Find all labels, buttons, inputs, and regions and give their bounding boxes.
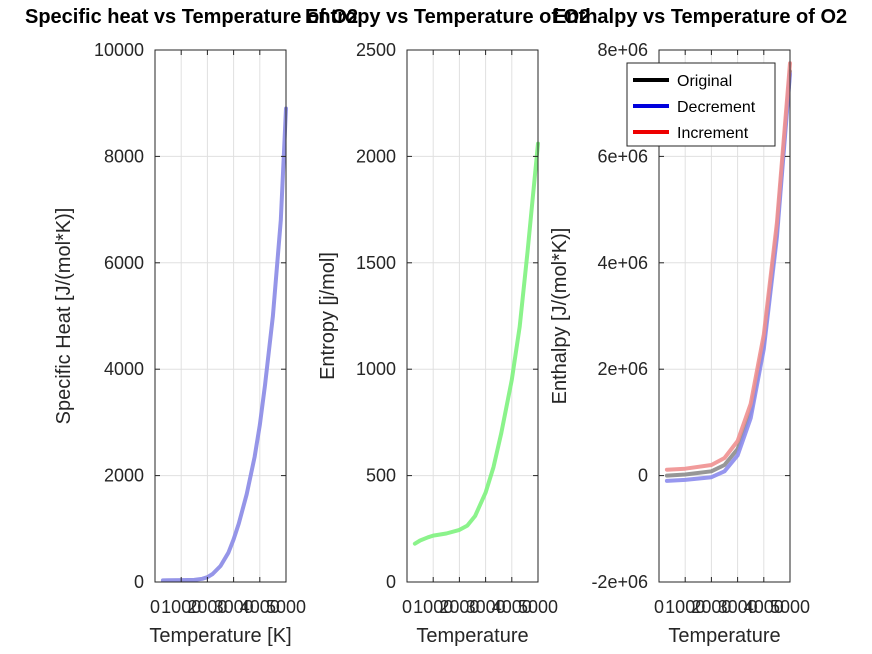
x-tick-label: 0 — [654, 597, 664, 617]
y-tick-label: 0 — [638, 466, 648, 486]
y-tick-label: 8e+06 — [597, 40, 648, 60]
x-tick-label: 4000 — [744, 597, 784, 617]
y-axis-label: Entropy [j/mol] — [317, 252, 339, 380]
chart-title: Enthalpy vs Temperature of O2 — [553, 6, 847, 28]
y-tick-label: 500 — [366, 466, 396, 486]
x-tick-label: 1000 — [413, 597, 453, 617]
series-line-increment — [664, 61, 792, 472]
y-axis-label: Enthalpy [J/(mol*K)] — [549, 228, 571, 405]
subplot-3: 0 10002000300040005000-2e+0602e+064e+066e… — [549, 6, 847, 647]
y-tick-label: 2e+06 — [597, 359, 648, 379]
x-tick-label: 5000 — [770, 597, 810, 617]
y-tick-label: 4000 — [104, 359, 144, 379]
x-tick-label: 3000 — [466, 597, 506, 617]
y-tick-label: 6e+06 — [597, 146, 648, 166]
x-tick-label: 0 — [150, 597, 160, 617]
axes-frame — [406, 49, 539, 583]
x-tick-label: 2000 — [187, 597, 227, 617]
x-tick-label: 5000 — [518, 597, 558, 617]
legend-label-decrement: Decrement — [677, 99, 756, 116]
x-tick-label: 5000 — [266, 597, 306, 617]
x-tick-label: 1000 — [665, 597, 705, 617]
x-tick-label: 4000 — [492, 597, 532, 617]
y-tick-label: -2e+06 — [591, 572, 648, 592]
axes-frame — [658, 49, 791, 583]
x-tick-label: 2000 — [691, 597, 731, 617]
chart-title: Specific heat vs Temperature of O2 — [25, 6, 358, 28]
y-tick-label: 6000 — [104, 253, 144, 273]
y-tick-label: 4e+06 — [597, 253, 648, 273]
x-tick-label: 1000 — [161, 597, 201, 617]
x-tick-label: 0 — [402, 597, 412, 617]
y-axis-label: Specific Heat [J/(mol*K)] — [53, 208, 75, 425]
x-axis-label: Temperature [K] — [149, 625, 291, 647]
series-line-1 — [412, 141, 540, 546]
y-tick-label: 2000 — [104, 466, 144, 486]
x-tick-label: 3000 — [718, 597, 758, 617]
x-tick-label: 4000 — [240, 597, 280, 617]
y-tick-label: 0 — [134, 572, 144, 592]
subplot-1: 0 100020003000400050000200040006000800010… — [25, 6, 358, 647]
y-tick-label: 1500 — [356, 253, 396, 273]
y-tick-label: 0 — [386, 572, 396, 592]
legend: Original Decrement Increment — [626, 62, 776, 147]
x-tick-label: 3000 — [214, 597, 254, 617]
legend-label-increment: Increment — [677, 125, 749, 142]
x-axis-label: Temperature — [416, 625, 528, 647]
y-tick-label: 2000 — [356, 146, 396, 166]
y-tick-label: 2500 — [356, 40, 396, 60]
series-line-1 — [160, 106, 288, 583]
subplot-2: 0 100020003000400050000500100015002000250… — [305, 6, 590, 647]
y-tick-label: 1000 — [356, 359, 396, 379]
x-tick-label: 2000 — [439, 597, 479, 617]
legend-label-original: Original — [677, 73, 732, 90]
y-tick-label: 8000 — [104, 146, 144, 166]
axes-frame — [154, 49, 287, 583]
y-tick-label: 10000 — [94, 40, 144, 60]
chart-title: Entropy vs Temperature of O2 — [305, 6, 590, 28]
x-axis-label: Temperature — [668, 625, 780, 647]
